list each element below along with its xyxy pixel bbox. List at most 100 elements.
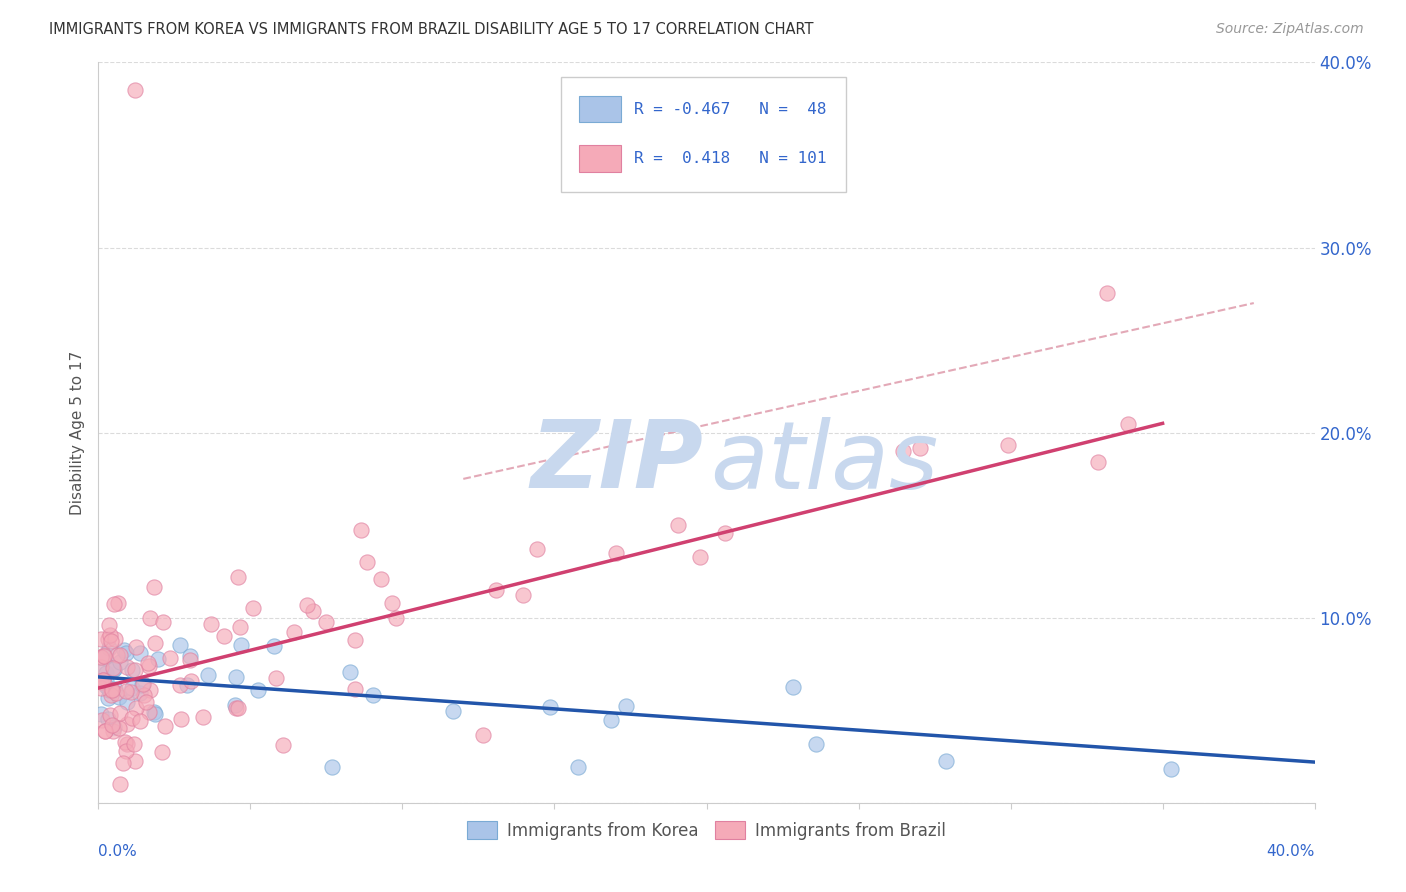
Point [512,588,534,602]
Point [105,648,128,663]
Legend: Immigrants from Korea, Immigrants from Brazil: Immigrants from Korea, Immigrants from B… [460,814,953,847]
Point [115,717,138,731]
Point [689,549,711,564]
Point [98,641,121,656]
Point [108,648,131,663]
Point [143,635,166,649]
Point [115,646,138,660]
Point [666,518,689,533]
Point [132,677,155,691]
Point [117,737,139,751]
Point [283,624,305,639]
Point [103,720,125,734]
Text: R = -0.467   N =  48: R = -0.467 N = 48 [634,102,827,117]
Point [142,580,165,594]
Point [108,690,131,705]
Point [124,663,146,677]
Point [107,596,129,610]
Point [159,651,181,665]
Point [148,652,170,666]
Point [605,546,627,560]
Point [263,640,285,654]
Point [111,756,134,771]
Point [90,649,112,664]
Point [153,719,176,733]
Point [98,617,121,632]
Point [125,640,148,654]
Text: atlas: atlas [710,417,938,508]
Point [142,705,165,719]
Point [176,678,198,692]
Point [108,721,131,735]
Point [138,656,160,670]
Point [321,760,343,774]
Point [1116,417,1139,431]
Point [143,707,166,722]
Y-axis label: Disability Age 5 to 17: Disability Age 5 to 17 [70,351,86,515]
Point [200,617,222,632]
Point [100,682,122,697]
Point [100,682,122,697]
Point [108,706,131,720]
Point [295,598,318,612]
Point [122,737,145,751]
Point [225,670,247,684]
Point [169,638,191,652]
Point [169,712,191,726]
Point [103,661,125,675]
Point [179,648,201,663]
Point [98,628,121,642]
Point [169,678,191,692]
Point [115,684,138,698]
Point [599,714,621,728]
Point [180,673,202,688]
Point [112,643,135,657]
Point [121,663,143,677]
FancyBboxPatch shape [561,78,846,192]
Point [90,706,112,721]
Point [104,681,127,696]
Text: R =  0.418   N = 101: R = 0.418 N = 101 [634,151,827,166]
Point [1087,455,1109,469]
Point [247,682,270,697]
Point [90,674,112,689]
Point [356,556,378,570]
Point [229,638,252,652]
Point [540,700,562,714]
Point [114,744,136,758]
Point [93,648,115,662]
Point [129,714,152,728]
Point [100,688,122,702]
Point [139,611,162,625]
Point [103,597,125,611]
Point [344,682,367,697]
Point [225,700,247,714]
Point [90,665,112,679]
Point [125,700,148,714]
FancyBboxPatch shape [579,145,621,172]
Point [121,681,143,695]
Point [91,673,114,687]
Point [804,737,827,751]
Point [97,683,120,698]
Point [193,710,215,724]
Point [381,596,404,610]
Point [385,611,408,625]
Point [105,686,128,700]
Point [97,690,120,705]
Point [90,713,112,727]
Point [94,723,117,738]
Point [152,615,174,630]
Point [93,648,115,663]
Point [94,665,117,680]
Point [129,686,152,700]
Point [138,705,160,719]
Point [138,683,160,698]
Point [891,443,914,458]
Point [361,688,384,702]
Point [526,541,548,556]
Point [441,704,464,718]
Text: IMMIGRANTS FROM KOREA VS IMMIGRANTS FROM BRAZIL DISABILITY AGE 5 TO 17 CORRELATI: IMMIGRANTS FROM KOREA VS IMMIGRANTS FROM… [49,22,814,37]
Point [1160,762,1182,776]
Text: Source: ZipAtlas.com: Source: ZipAtlas.com [1216,22,1364,37]
